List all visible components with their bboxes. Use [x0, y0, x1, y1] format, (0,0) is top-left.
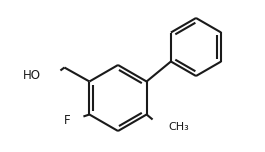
Text: HO: HO	[23, 69, 41, 82]
Text: F: F	[64, 114, 71, 127]
Text: CH₃: CH₃	[169, 121, 189, 131]
